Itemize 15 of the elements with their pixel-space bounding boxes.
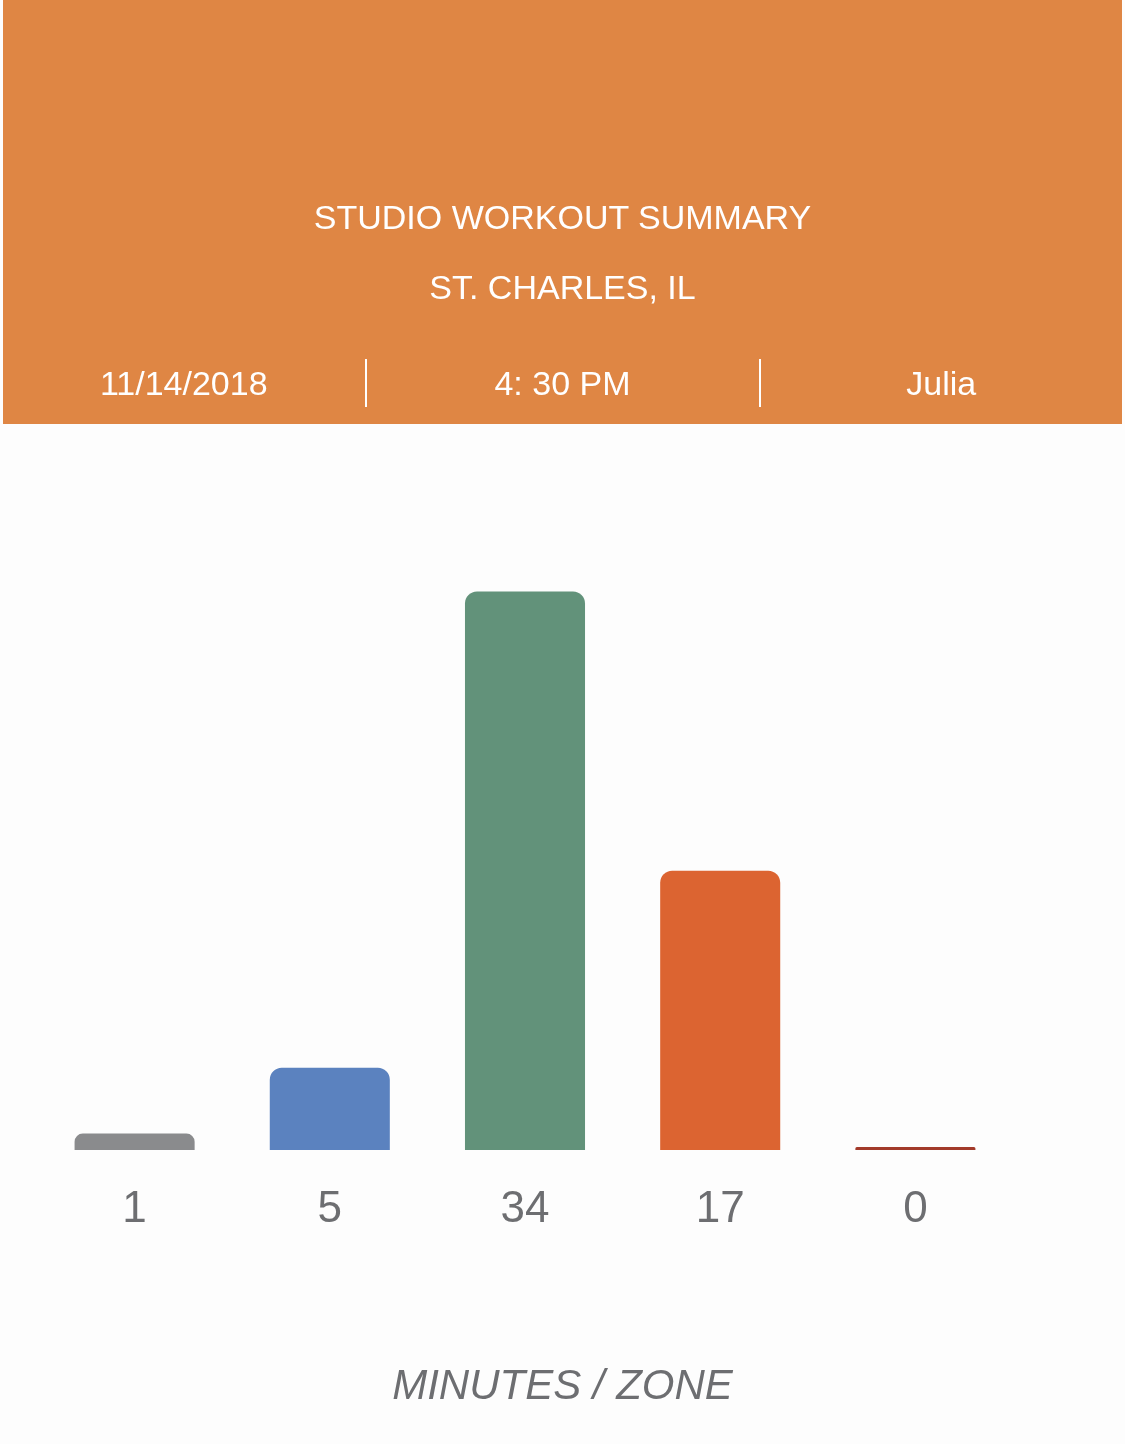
text: MINUTES / ZONE (392, 1360, 734, 1408)
data-label: 1 (122, 1182, 147, 1232)
bar (464, 591, 586, 1150)
bar (660, 870, 781, 1150)
data-label: 17 (695, 1182, 745, 1232)
chart-title: STUDIO WORKOUT SUMMARY (312, 198, 813, 238)
data-label: 34 (500, 1182, 550, 1232)
text: 11/14/2018 (98, 363, 269, 404)
text: Julia (758, 359, 1122, 407)
data-label: 0 (903, 1182, 928, 1232)
bar (269, 1067, 390, 1150)
data-label: 5 (317, 1182, 343, 1232)
bar (74, 1133, 195, 1150)
chart-subtitle: ST. CHARLES, IL (428, 268, 697, 307)
text: 4: 30 PM (364, 359, 759, 407)
